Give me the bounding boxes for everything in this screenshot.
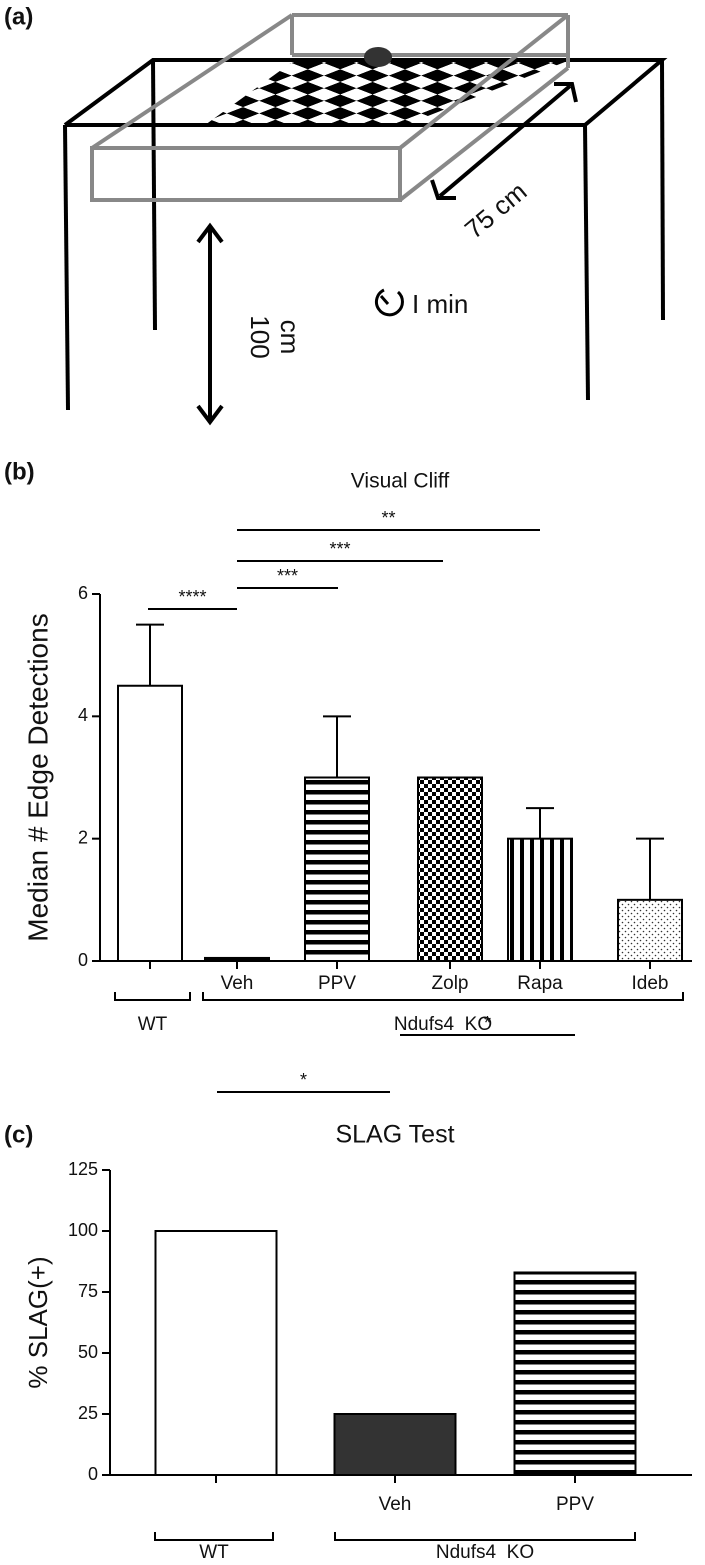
arrows bbox=[196, 82, 578, 426]
significance-label: ** bbox=[381, 508, 395, 528]
chart-title: Visual Cliff bbox=[351, 470, 450, 493]
bar bbox=[304, 776, 370, 962]
timer-icon bbox=[374, 288, 404, 317]
bar bbox=[507, 837, 573, 963]
group-label: WT bbox=[138, 1014, 168, 1035]
x-tick-label: Veh bbox=[221, 973, 254, 994]
group-bracket bbox=[334, 1532, 636, 1541]
chart-title: SLAG Test bbox=[335, 1121, 454, 1149]
y-tick-label: 125 bbox=[68, 1159, 98, 1179]
significance-label: * bbox=[300, 1070, 307, 1090]
group-label: Ndufs4 KO bbox=[436, 1542, 534, 1563]
time-label: I min bbox=[412, 289, 468, 319]
significance-label: *** bbox=[277, 566, 298, 586]
y-axis-label: Median # Edge Detections bbox=[22, 613, 53, 941]
significance-label: *** bbox=[329, 539, 350, 559]
y-tick-label: 25 bbox=[78, 1403, 98, 1423]
x-tick-label: Zolp bbox=[432, 973, 469, 994]
y-tick-label: 6 bbox=[78, 583, 88, 603]
checkerboard bbox=[205, 60, 570, 125]
panel-label: (a) bbox=[4, 3, 33, 30]
height-unit: cm bbox=[275, 320, 305, 355]
charts: (b) Visual Cliff Median # Edge Detections 0… bbox=[4, 458, 692, 1563]
distance-label: 75 cm bbox=[459, 176, 533, 244]
x-tick-label: Rapa bbox=[517, 973, 563, 994]
bar bbox=[417, 776, 483, 962]
group-bracket bbox=[114, 992, 191, 1001]
y-tick-label: 50 bbox=[78, 1342, 98, 1362]
group-bracket bbox=[202, 992, 684, 1001]
significance-label: * bbox=[484, 1013, 491, 1033]
y-tick-label: 0 bbox=[78, 950, 88, 970]
y-axis-label: % SLAG(+) bbox=[23, 1256, 53, 1388]
y-tick-label: 75 bbox=[78, 1281, 98, 1301]
panel-label: (c) bbox=[4, 1121, 33, 1148]
bar bbox=[154, 1230, 278, 1476]
diagram: (a) 75 cm 100 c bbox=[4, 3, 668, 426]
group-bracket bbox=[154, 1532, 274, 1541]
x-tick-label: PPV bbox=[556, 1494, 594, 1515]
bar bbox=[617, 898, 683, 962]
bar bbox=[333, 1413, 457, 1476]
y-tick-label: 4 bbox=[78, 705, 88, 725]
box bbox=[90, 13, 570, 202]
mouse bbox=[364, 47, 392, 67]
x-tick-label: Veh bbox=[379, 1494, 412, 1515]
x-tick-label: Ideb bbox=[632, 973, 669, 994]
group-label: WT bbox=[199, 1542, 229, 1563]
bar bbox=[117, 684, 183, 962]
significance-label: **** bbox=[178, 587, 206, 607]
x-tick-label: PPV bbox=[318, 973, 356, 994]
y-tick-label: 0 bbox=[88, 1464, 98, 1484]
height-label: 100 bbox=[245, 315, 275, 358]
group-label: Ndufs4 KO bbox=[394, 1014, 492, 1035]
y-tick-label: 2 bbox=[78, 827, 88, 847]
bar bbox=[204, 956, 270, 962]
y-tick-label: 100 bbox=[68, 1220, 98, 1240]
panel-label: (b) bbox=[4, 458, 35, 485]
bar bbox=[513, 1271, 637, 1476]
